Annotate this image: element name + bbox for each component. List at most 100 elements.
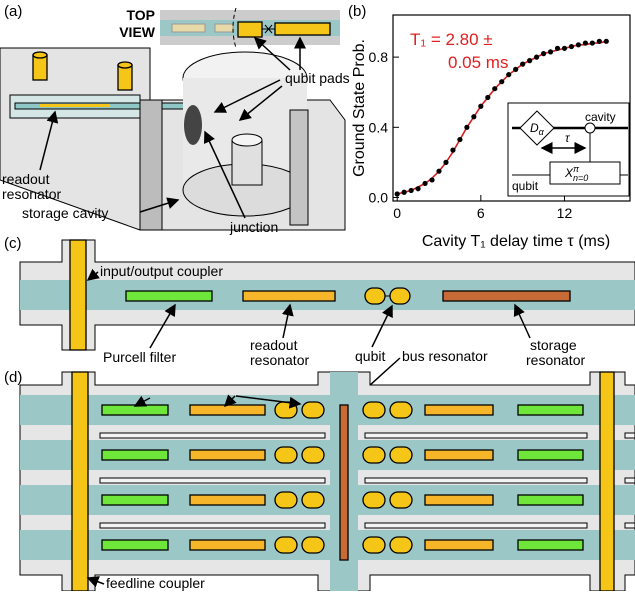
data-point	[485, 95, 490, 100]
storage-label: resonator	[526, 352, 585, 368]
post-top	[232, 134, 262, 146]
readout-resonator	[190, 495, 265, 505]
data-point	[457, 137, 462, 142]
qubit-pad	[302, 402, 324, 418]
data-point	[590, 40, 595, 45]
spacer	[625, 433, 635, 438]
pin	[33, 55, 47, 80]
bus-resonator	[340, 405, 348, 560]
spacer	[365, 523, 587, 528]
readout-resonator	[190, 540, 265, 550]
bus-label: bus resonator	[402, 348, 488, 364]
data-point	[520, 62, 525, 67]
data-point	[478, 104, 483, 109]
x-axis-label: Cavity T₁ delay time τ (ms)	[422, 233, 610, 250]
readout-label: resonator	[250, 352, 309, 368]
storage-label: storage	[530, 337, 577, 353]
x-tick-label: 6	[477, 205, 485, 221]
qubit-pad	[363, 537, 385, 553]
x-tick-label: 12	[557, 205, 573, 221]
data-point	[569, 44, 574, 49]
qubit-pad	[302, 447, 324, 463]
spacer	[100, 478, 325, 483]
data-point	[576, 42, 581, 47]
readout-resonator	[425, 450, 493, 460]
panel-label: (d)	[4, 369, 22, 386]
purcell-filter	[126, 291, 212, 301]
panel-d: (d) feedline coupler	[4, 369, 635, 591]
data-point	[534, 55, 539, 60]
coupler	[70, 240, 86, 350]
qubit-pad	[238, 22, 262, 37]
spacer	[625, 478, 635, 483]
qubit-pad	[302, 492, 324, 508]
qubit-pad	[390, 537, 412, 553]
gate-label: n=0	[573, 173, 588, 183]
data-point	[415, 186, 420, 191]
data-point	[395, 191, 400, 196]
qubit-pad	[390, 402, 412, 418]
gate-label: α	[539, 127, 545, 137]
spacer	[100, 433, 325, 438]
data-point	[450, 148, 455, 153]
qubit-pad	[275, 447, 297, 463]
post	[232, 140, 262, 185]
qubit-pad	[390, 447, 412, 463]
spacer	[100, 523, 325, 528]
gate-label: D	[530, 121, 539, 135]
panel-label: (a)	[4, 3, 22, 20]
storage-resonator	[443, 291, 570, 301]
figure: (a) TOP VIEW qubit pads readout resonato…	[0, 0, 635, 591]
purcell-label: Purcell filter	[103, 349, 176, 365]
panel-a: (a) TOP VIEW qubit pads readout resonato…	[0, 3, 350, 235]
spacer	[625, 523, 635, 528]
panel-b: (b) Ground State Prob. Cavity T₁ delay t…	[348, 3, 630, 250]
data-point	[548, 49, 553, 54]
purcell-filter	[102, 405, 168, 415]
qubit-pad	[363, 447, 385, 463]
top-view-label: TOP	[126, 7, 155, 23]
x-tick-label: 0	[393, 205, 401, 221]
readout-label: readout	[2, 171, 50, 187]
data-point	[402, 190, 407, 195]
annotation: 0.05 ms	[448, 53, 508, 72]
qubit-pad	[302, 537, 324, 553]
qubit-pads-label: qubit pads	[285, 70, 350, 86]
y-axis-label: Ground State Prob.	[351, 39, 368, 177]
purcell-filter	[518, 495, 583, 505]
data-point	[527, 58, 532, 63]
qubit-pad	[363, 402, 385, 418]
readout-resonator	[190, 450, 265, 460]
data-point	[597, 39, 602, 44]
purcell-filter	[518, 540, 583, 550]
purcell-filter	[102, 495, 168, 505]
data-point	[436, 169, 441, 174]
data-point	[583, 40, 588, 45]
readout-resonator	[243, 291, 335, 301]
readout-resonator	[425, 405, 493, 415]
data-point	[429, 177, 434, 182]
readout-strip	[40, 104, 110, 107]
y-tick-label: 0.4	[369, 119, 389, 135]
qubit-pad	[390, 288, 410, 304]
y-tick-label: 0.8	[369, 49, 389, 65]
readout-label: readout	[250, 337, 298, 353]
data-point	[422, 181, 427, 186]
data-point	[499, 79, 504, 84]
readout-resonator	[425, 495, 493, 505]
node	[585, 123, 595, 133]
data-point	[562, 46, 567, 51]
data-point	[471, 114, 476, 119]
spacer	[365, 478, 587, 483]
junction-label: junction	[229, 219, 278, 235]
qubit-pad	[275, 402, 297, 418]
panel-label: (b)	[348, 3, 366, 20]
data-point	[464, 125, 469, 130]
qubit-label: qubit	[355, 348, 385, 364]
annotation: T₁ = 2.80 ±	[410, 30, 493, 49]
qubit-pad	[275, 537, 297, 553]
data-point	[506, 72, 511, 77]
data-point	[541, 51, 546, 56]
purcell-filter	[518, 405, 583, 415]
